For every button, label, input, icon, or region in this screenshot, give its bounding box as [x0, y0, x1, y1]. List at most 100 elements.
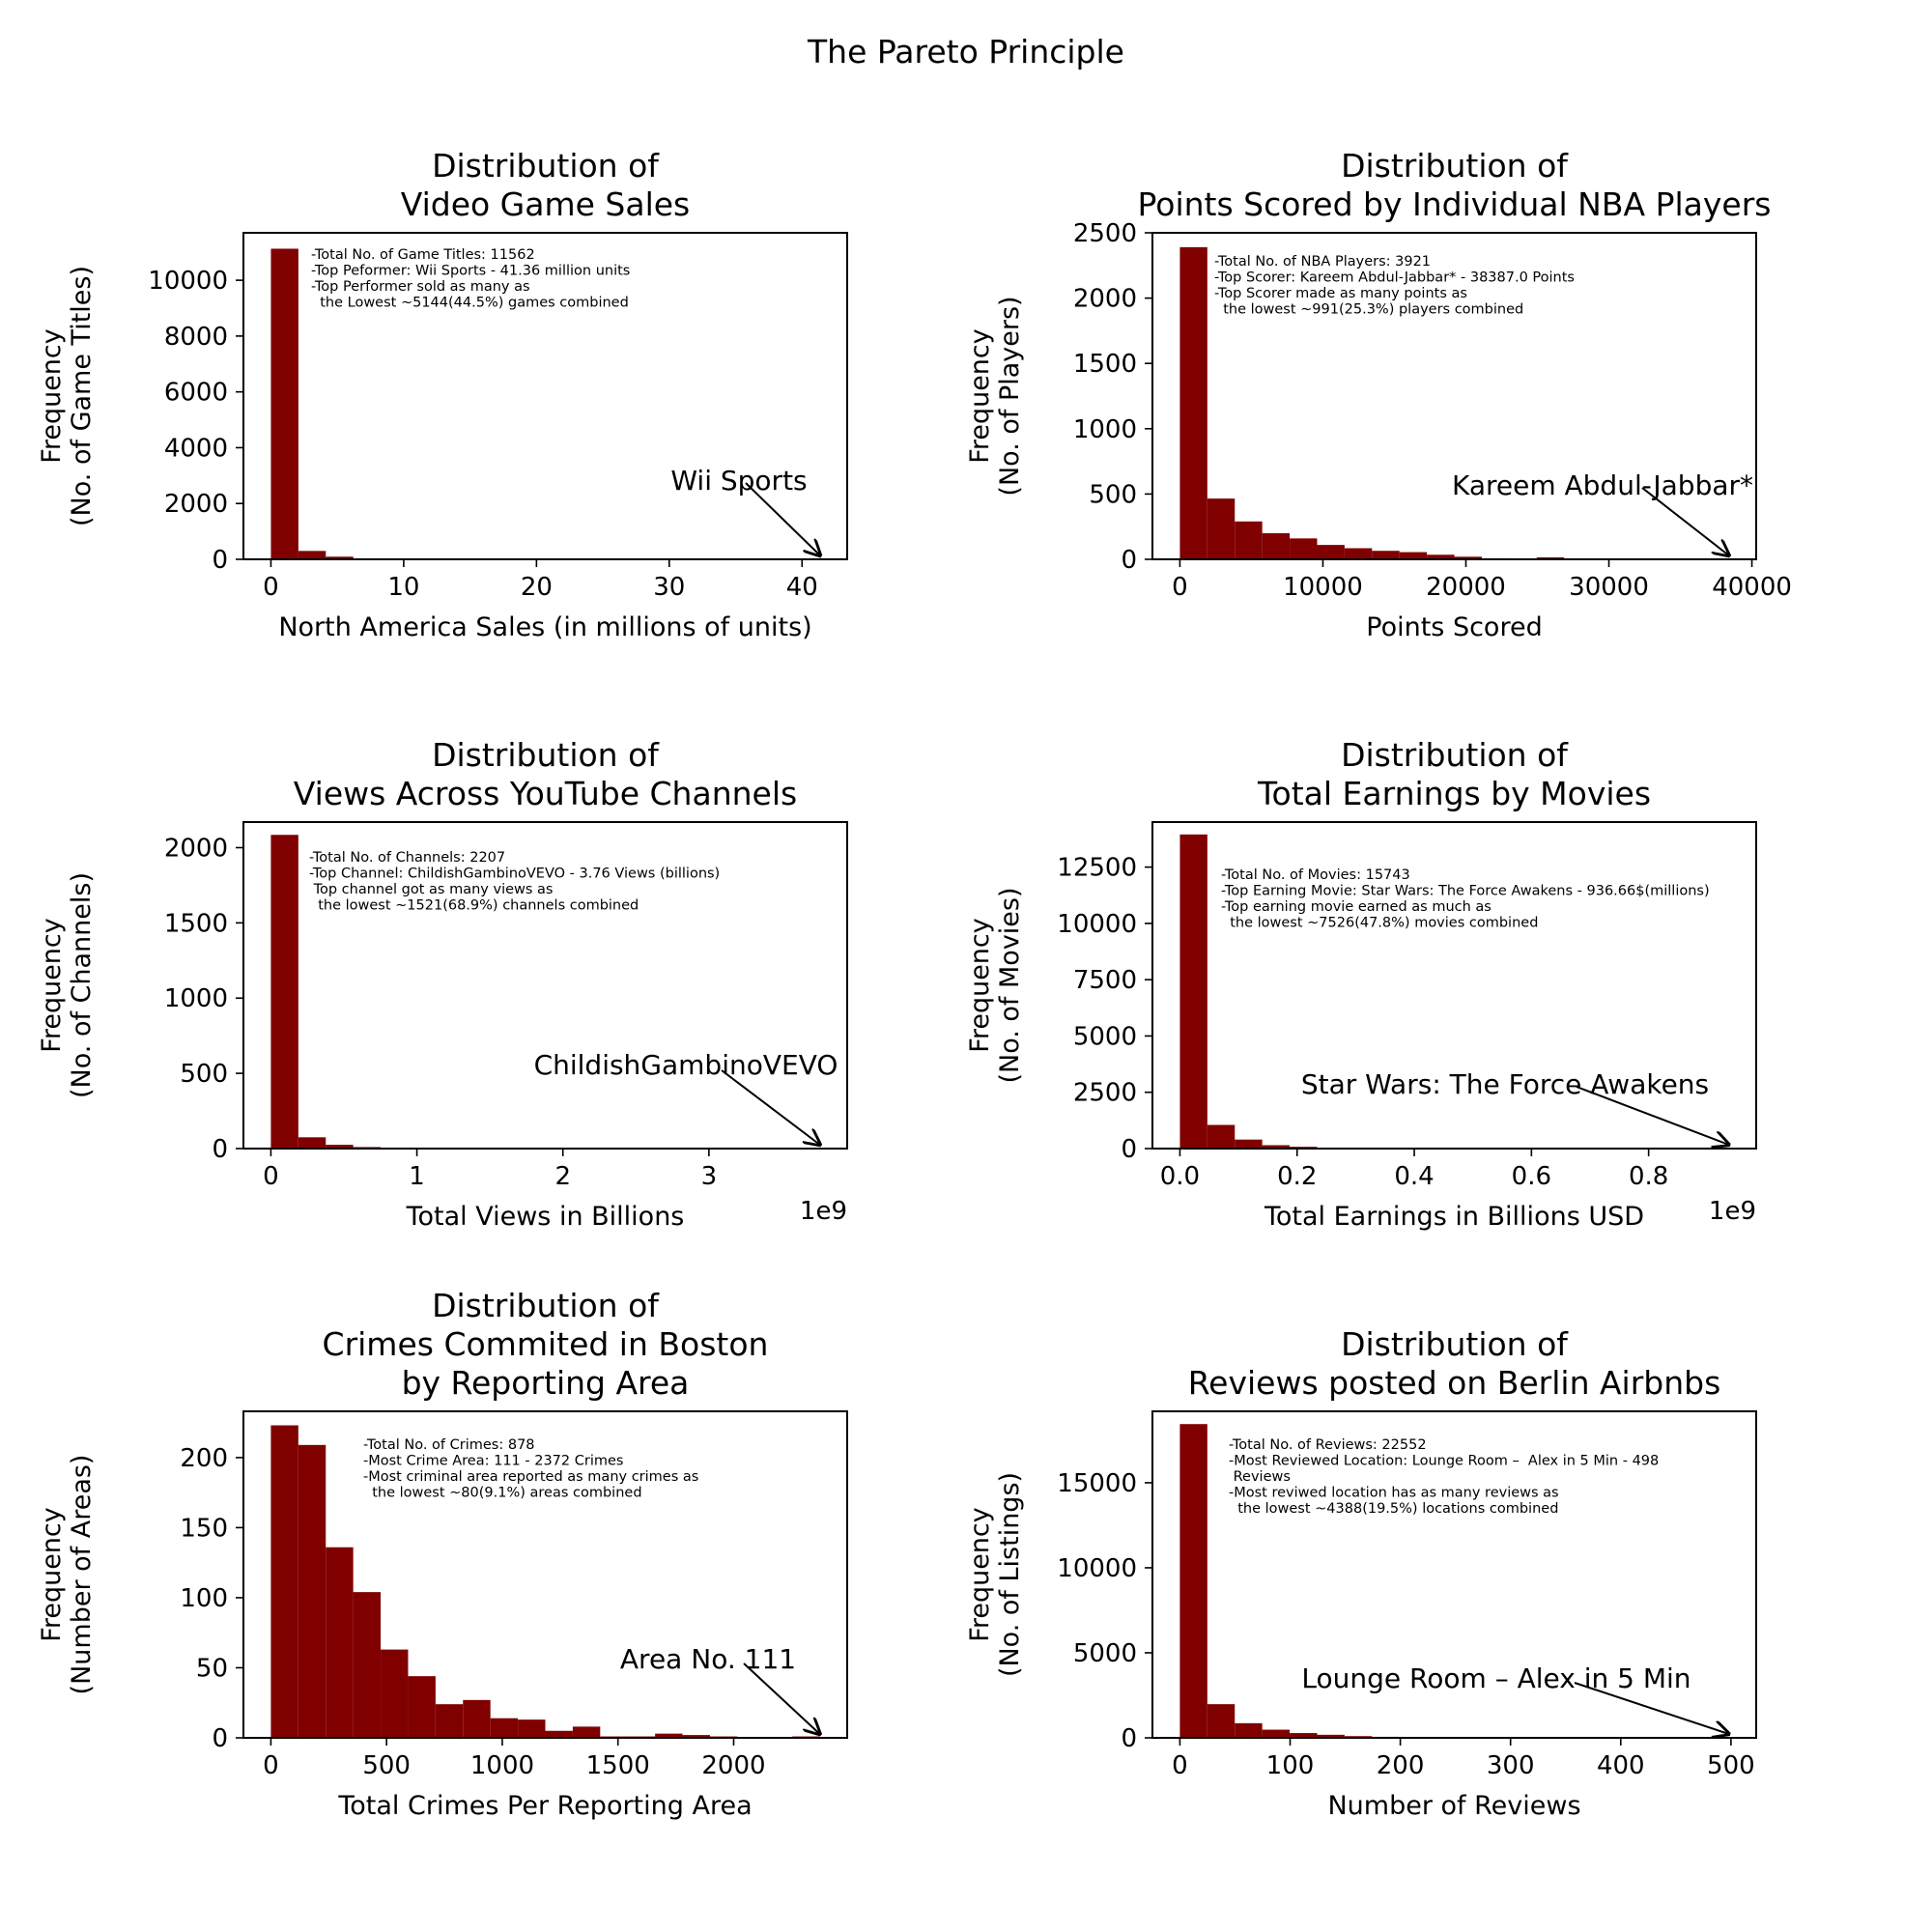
stats-text-line: -Top Earning Movie: Star Wars: The Force…	[1221, 884, 1710, 899]
x-axis-label: Points Scored	[1366, 612, 1542, 642]
stats-text-line: -Most Reviewed Location: Lounge Room – A…	[1229, 1454, 1659, 1469]
panel-title-line: Points Scored by Individual NBA Players	[1138, 185, 1772, 223]
y-axis-label-line: Frequency	[37, 918, 67, 1053]
x-tick-label: 10000	[1283, 573, 1363, 602]
annotation-arrow	[1576, 1086, 1729, 1145]
histogram-bar	[463, 1699, 491, 1738]
stats-text-line: -Top earning movie earned as much as	[1221, 899, 1492, 915]
x-tick-label: 20	[521, 573, 553, 602]
histogram-bar	[298, 551, 327, 559]
y-axis-label-line: (No. of Movies)	[995, 887, 1025, 1083]
top-performer-annotation: ChildishGambinoVEVO	[534, 1049, 838, 1081]
y-tick-label: 2000	[164, 834, 228, 863]
x-tick-label: 0	[263, 1751, 279, 1780]
y-tick-label: 0	[1121, 1135, 1137, 1164]
x-tick-label: 1	[409, 1162, 425, 1191]
y-tick-label: 500	[180, 1060, 228, 1089]
y-tick-label: 5000	[1073, 1022, 1137, 1051]
annotation-arrow	[743, 1662, 820, 1734]
histogram-bar	[1207, 1124, 1236, 1149]
y-axis-label-line: (No. of Listings)	[995, 1472, 1025, 1677]
x-tick-label: 0	[1172, 1751, 1188, 1780]
stats-text-line: -Total No. of Movies: 15743	[1221, 867, 1410, 883]
y-axis-label: Frequency (Number of Areas)	[37, 1455, 97, 1695]
histogram-bar	[1262, 532, 1291, 559]
y-tick-label: 7500	[1073, 966, 1137, 995]
histogram-bar	[490, 1718, 519, 1738]
y-axis-label-line: Frequency	[37, 1507, 67, 1642]
x-tick-label: 0.4	[1394, 1162, 1434, 1191]
panel-title-line: by Reporting Area	[402, 1364, 690, 1402]
y-tick-label: 2000	[164, 490, 228, 519]
x-tick-label: 40000	[1712, 573, 1792, 602]
histogram-bars	[1179, 1424, 1729, 1738]
x-tick-label: 100	[1266, 1751, 1315, 1780]
stats-text-line: -Top Performer sold as many as	[311, 279, 530, 295]
panel-title-line: Video Game Sales	[401, 185, 691, 223]
y-tick-label: 1000	[164, 984, 228, 1013]
histogram-bar	[381, 1649, 409, 1738]
x-axis-label: Number of Reviews	[1327, 1791, 1580, 1821]
histogram-bar	[326, 1547, 354, 1738]
histogram-bar	[435, 1704, 464, 1738]
y-tick-label: 50	[196, 1654, 228, 1683]
histogram-bar	[408, 1676, 436, 1738]
y-axis-label-line: (Number of Areas)	[67, 1455, 97, 1695]
y-tick-label: 0	[1121, 546, 1137, 575]
x-tick-label: 0.6	[1512, 1162, 1551, 1191]
y-tick-label: 15000	[1057, 1469, 1137, 1498]
x-axis-label: Total Crimes Per Reporting Area	[337, 1791, 752, 1821]
y-tick-label: 6000	[164, 379, 228, 408]
stats-text-line: the lowest ~991(25.3%) players combined	[1214, 302, 1523, 318]
x-tick-label: 30	[653, 573, 685, 602]
y-axis-label-line: Frequency	[965, 918, 995, 1053]
y-tick-label: 12500	[1057, 854, 1137, 883]
y-tick-label: 10000	[148, 267, 228, 296]
y-tick-label: 2000	[1073, 285, 1137, 314]
histogram-bar	[353, 1592, 382, 1738]
y-axis-label-line: Frequency	[965, 328, 995, 464]
y-tick-label: 0	[212, 546, 228, 575]
top-performer-annotation: Kareem Abdul-Jabbar*	[1452, 469, 1753, 501]
y-tick-label: 10000	[1057, 1554, 1137, 1583]
y-tick-label: 5000	[1073, 1639, 1137, 1668]
histogram-bar	[270, 248, 298, 559]
panel-title-line: Distribution of	[432, 736, 660, 774]
x-tick-label: 2000	[701, 1751, 765, 1780]
x-tick-label: 30000	[1569, 573, 1649, 602]
axes-frame	[1151, 232, 1757, 560]
histogram-bar	[1207, 1704, 1236, 1738]
top-performer-annotation: Lounge Room – Alex in 5 Min	[1301, 1662, 1690, 1694]
histogram-bar	[1536, 556, 1565, 559]
histogram-bar	[1179, 246, 1208, 559]
stats-text-line: -Most Crime Area: 111 - 2372 Crimes	[363, 1454, 623, 1469]
axes-frame	[1151, 1410, 1757, 1739]
x-axis-label: North America Sales (in millions of unit…	[278, 612, 811, 642]
histogram-bar	[1344, 548, 1373, 559]
stats-text-line: the lowest ~80(9.1%) areas combined	[363, 1486, 642, 1501]
x-tick-label: 0.0	[1160, 1162, 1200, 1191]
histogram-bar	[1235, 521, 1263, 559]
stats-text-line: the lowest ~7526(47.8%) movies combined	[1221, 916, 1538, 931]
y-tick-label: 1500	[1073, 350, 1137, 379]
x-tick-label: 0	[263, 1162, 279, 1191]
x-tick-label: 2	[554, 1162, 571, 1191]
x-tick-label: 500	[1707, 1751, 1755, 1780]
y-tick-label: 8000	[164, 323, 228, 352]
histogram-bar	[1262, 1729, 1291, 1738]
axes-frame	[242, 821, 848, 1150]
axes-frame	[242, 232, 848, 560]
panel-title-line: Crimes Commited in Boston	[323, 1325, 769, 1363]
y-tick-label: 10000	[1057, 910, 1137, 939]
histogram-bar	[1179, 834, 1208, 1149]
histogram-bar	[1290, 1733, 1318, 1738]
y-axis-label: Frequency (No. of Channels)	[37, 872, 97, 1098]
stats-text-line: -Most reviwed location has as many revie…	[1229, 1486, 1559, 1501]
histogram-bar	[1235, 1139, 1263, 1149]
histogram-bar	[298, 1137, 327, 1149]
stats-text-line: the lowest ~1521(68.9%) channels combine…	[309, 898, 639, 914]
annotation-arrow	[745, 482, 820, 555]
